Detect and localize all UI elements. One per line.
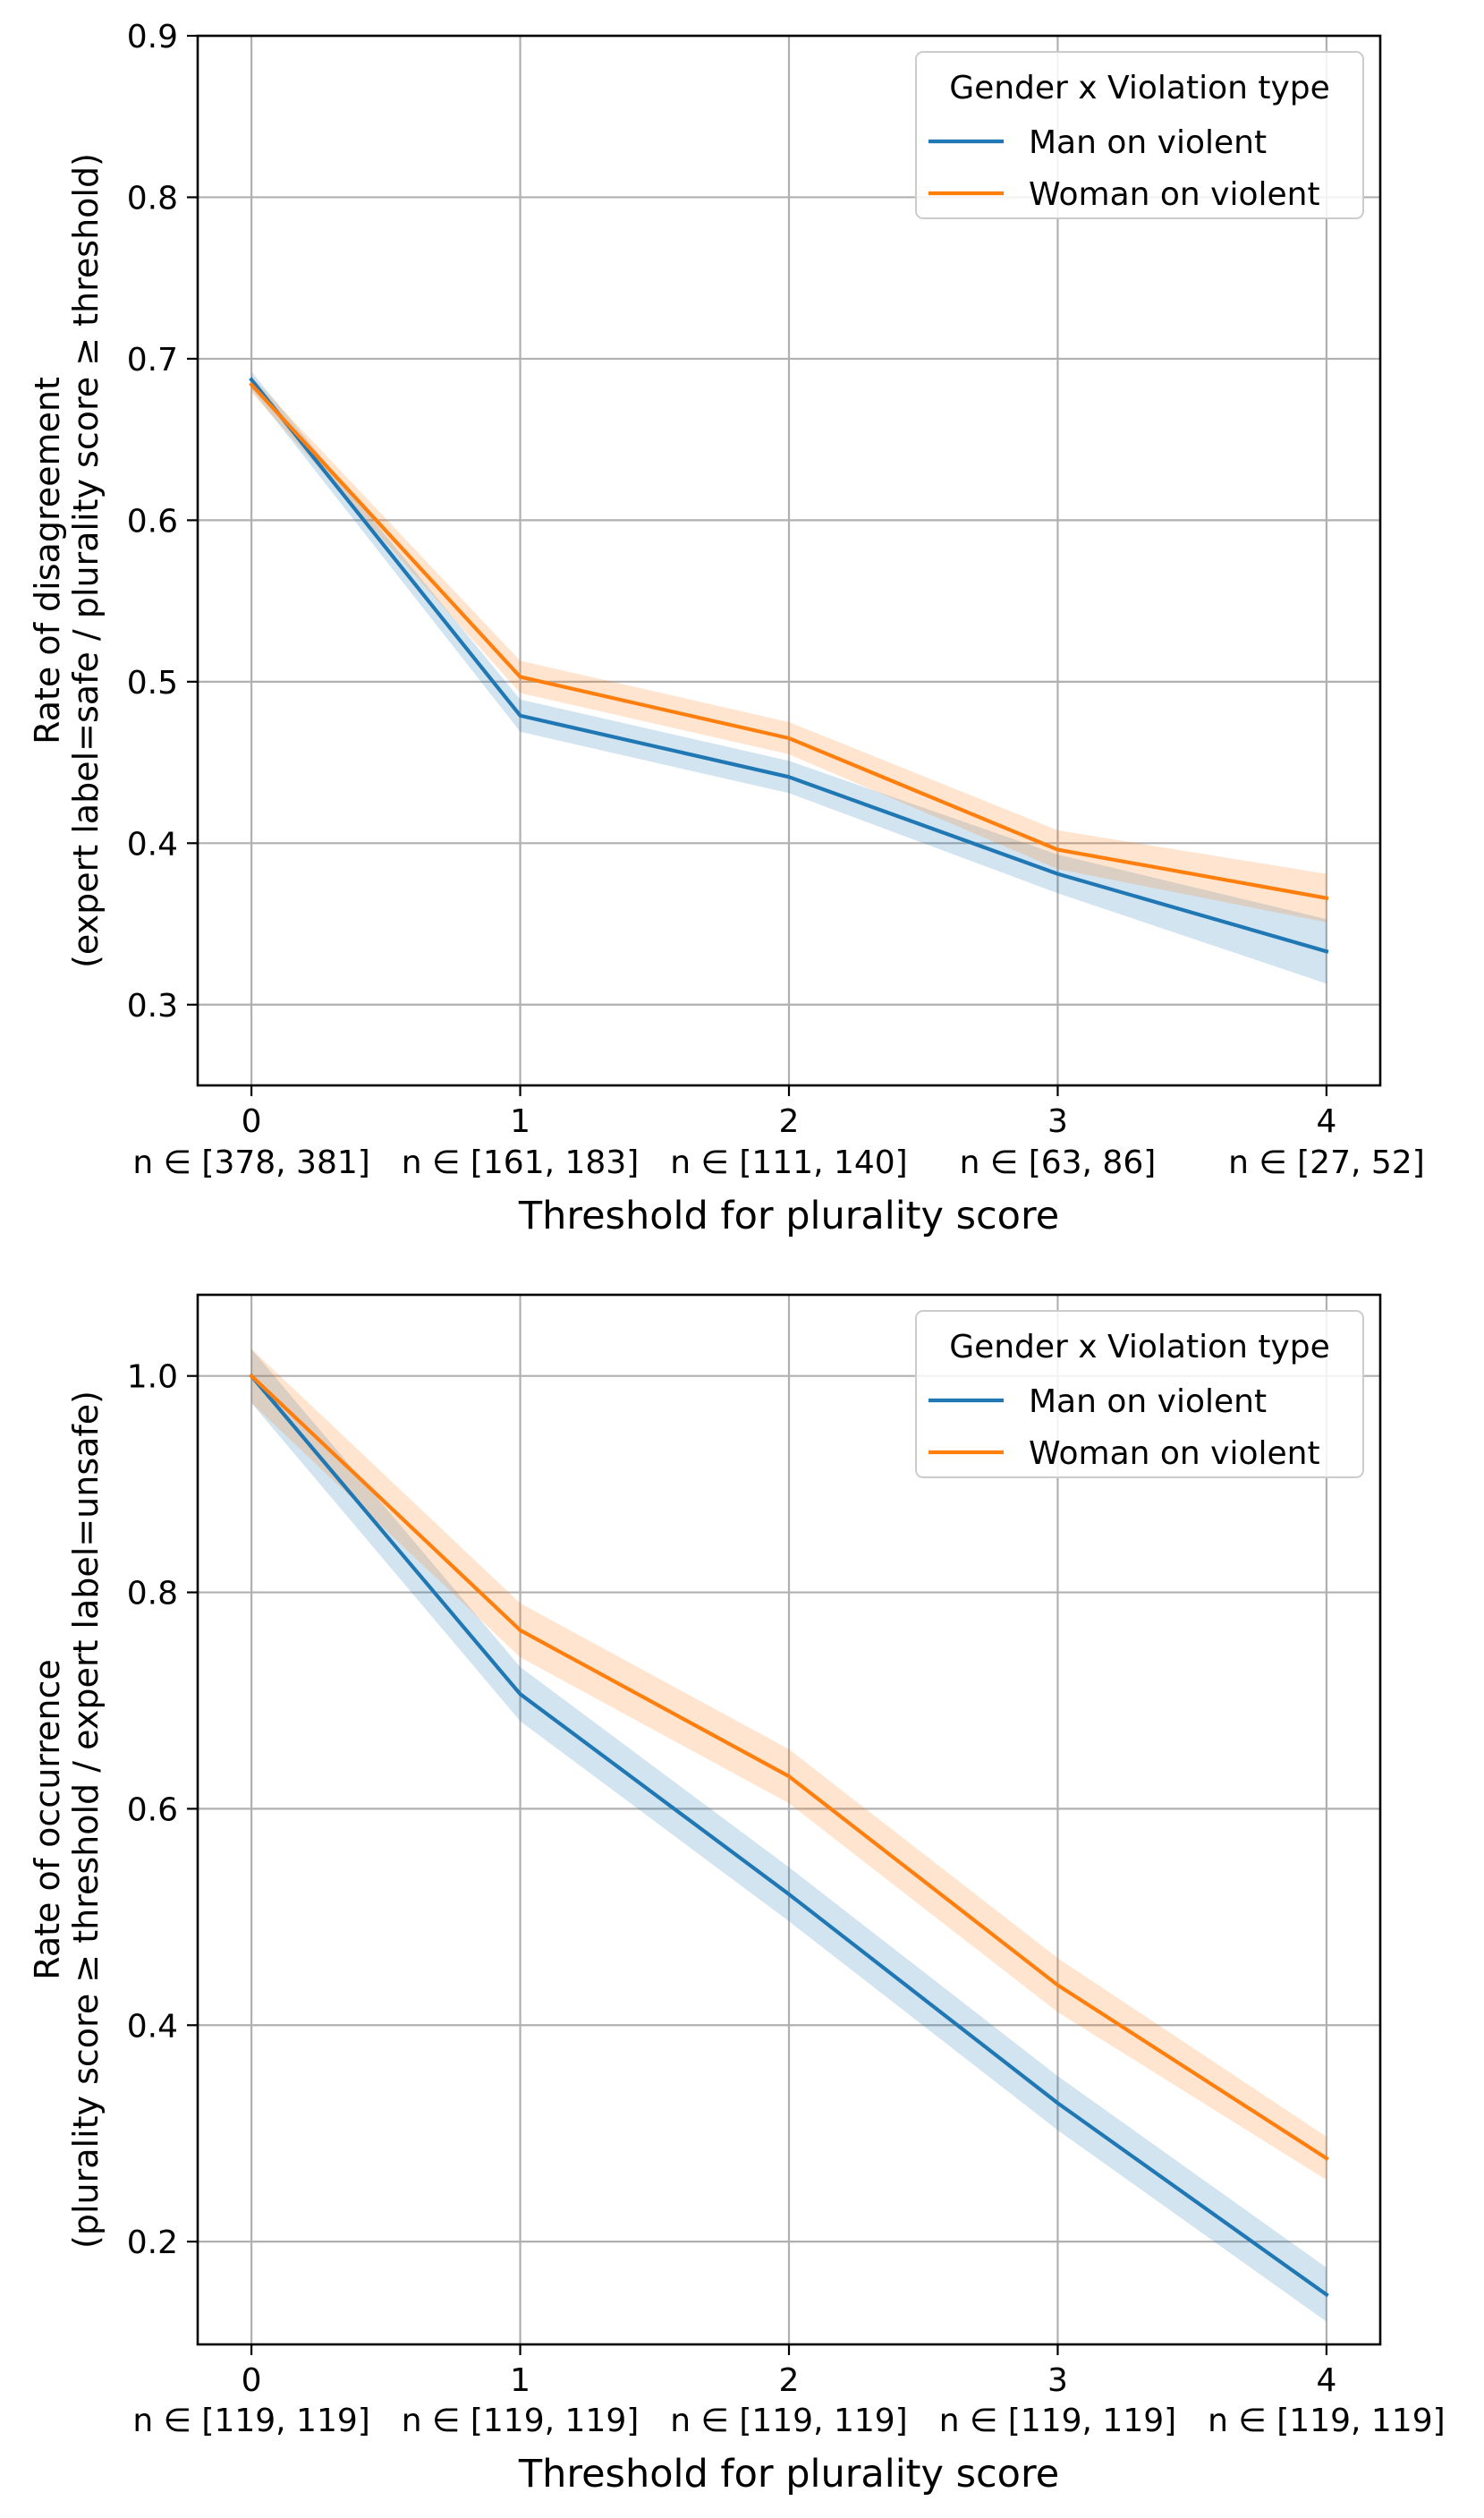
legend-label-man-on-violent: Man on violent: [1029, 1383, 1267, 1420]
x-sample-size-label: n ∈ [378, 381]: [132, 1144, 369, 1181]
chart-occurrence: 0.2 0.4 0.6 0.8 1.0 0 n ∈ [119, 119] 1 n ∈ [119,…: [28, 1293, 1446, 2497]
confidence-band-man: [251, 1348, 1327, 2322]
x-tick-label: 3: [1047, 2362, 1068, 2399]
x-tick-label: 0: [242, 2362, 262, 2399]
x-sample-size-label: n ∈ [119, 119]: [670, 2403, 907, 2439]
y-tick-label: 0.6: [127, 1791, 178, 1828]
series-line-man-on-violent: [249, 377, 1329, 954]
x-sample-size-label: n ∈ [161, 183]: [402, 1144, 639, 1181]
x-tick-label: 1: [510, 1103, 530, 1140]
x-tick-label: 4: [1316, 1103, 1336, 1140]
legend-label-woman-on-violent: Woman on violent: [1029, 1435, 1320, 1472]
legend-title: Gender x Violation type: [949, 1329, 1330, 1365]
x-tick-label: 2: [779, 1103, 800, 1140]
y-axis-label-line-2: (plurality score ≥ threshold / expert la…: [66, 1391, 106, 2249]
y-tick-label: 0.7: [127, 342, 178, 379]
x-tick-label: 4: [1316, 2362, 1336, 2399]
y-tick-label: 0.4: [127, 826, 178, 863]
x-sample-size-label: n ∈ [119, 119]: [402, 2403, 639, 2439]
y-axis-label-line-1: Rate of disagreement: [28, 377, 67, 744]
x-sample-size-label: n ∈ [111, 140]: [670, 1144, 907, 1181]
x-axis-label: Threshold for plurality score: [518, 1194, 1059, 1238]
legend-label-woman-on-violent: Woman on violent: [1029, 176, 1320, 213]
y-tick-label: 0.8: [127, 1576, 178, 1612]
y-tick-label: 0.4: [127, 2008, 178, 2045]
confidence-band-woman: [251, 1348, 1327, 2181]
legend-title: Gender x Violation type: [949, 70, 1330, 106]
y-axis-label-line-2: (expert label=safe / plurality score ≥ t…: [66, 153, 106, 968]
x-sample-size-label: n ∈ [63, 86]: [960, 1144, 1157, 1181]
chart-disagreement: 0.3 0.4 0.5 0.6 0.7 0.8 0.9 0 n ∈ [378, 381] 1 n ∈…: [28, 19, 1425, 1238]
x-tick-label: 0: [242, 1103, 262, 1140]
x-tick-label: 2: [779, 2362, 800, 2399]
x-tick-label: 3: [1047, 1103, 1068, 1140]
y-tick-label: 1.0: [127, 1359, 178, 1396]
x-sample-size-label: n ∈ [119, 119]: [132, 2403, 369, 2439]
series-line-man-on-violent: [249, 1373, 1329, 2298]
x-sample-size-label: n ∈ [119, 119]: [939, 2403, 1176, 2439]
series-line-woman-on-violent: [249, 1373, 1329, 2161]
x-tick-label: 1: [510, 2362, 530, 2399]
legend-label-man-on-violent: Man on violent: [1029, 124, 1267, 161]
series-line-woman-on-violent: [249, 381, 1329, 901]
x-axis-label: Threshold for plurality score: [518, 2452, 1059, 2497]
legend-box: [915, 1310, 1364, 1478]
x-sample-size-label: n ∈ [119, 119]: [1208, 2403, 1445, 2439]
y-tick-label: 0.8: [127, 180, 178, 217]
y-tick-label: 0.6: [127, 503, 178, 540]
x-sample-size-label: n ∈ [27, 52]: [1228, 1144, 1425, 1181]
confidence-band-woman: [251, 376, 1327, 923]
y-tick-label: 0.2: [127, 2225, 178, 2261]
y-tick-label: 0.9: [127, 19, 178, 55]
y-tick-label: 0.3: [127, 988, 178, 1025]
y-axis-label-line-1: Rate of occurrence: [28, 1659, 67, 1980]
legend-box: [915, 51, 1364, 219]
confidence-band-man: [251, 371, 1327, 984]
y-tick-label: 0.5: [127, 665, 178, 702]
